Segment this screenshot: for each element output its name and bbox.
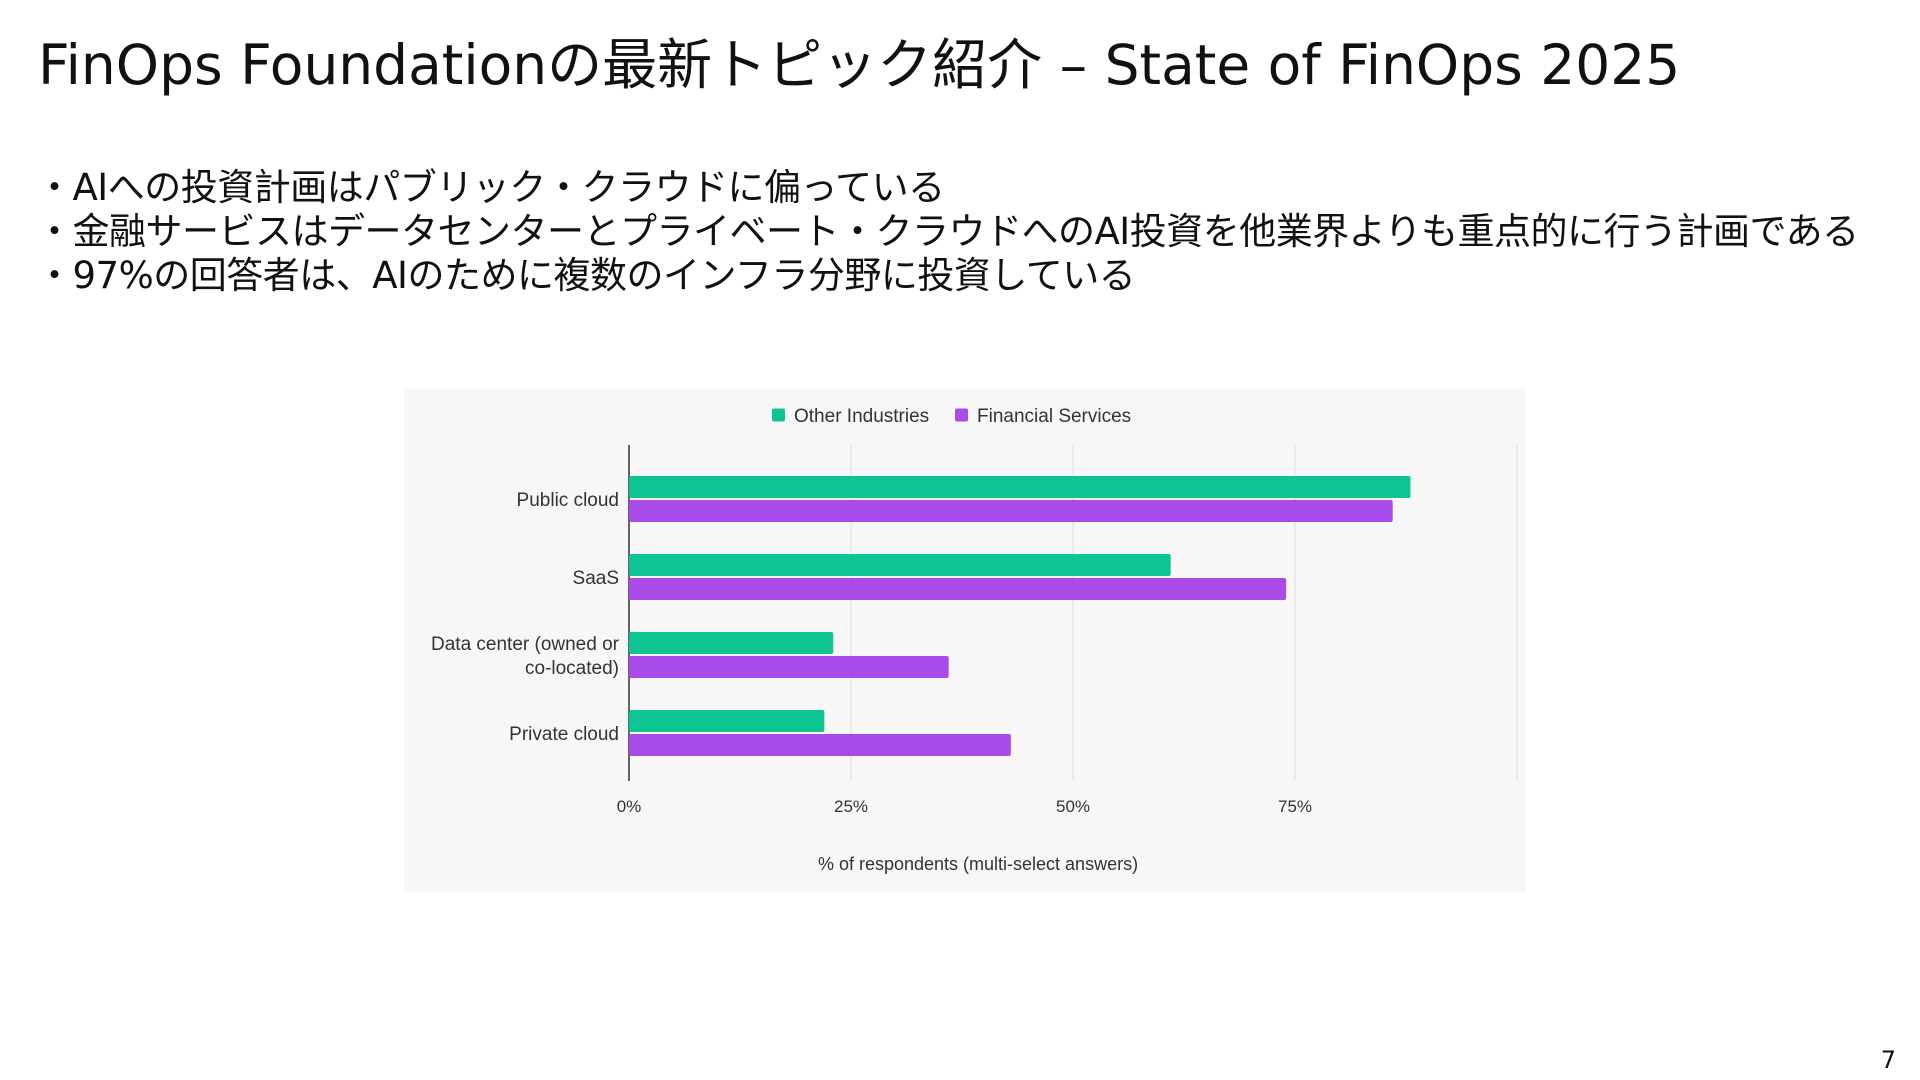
- bar: [629, 500, 1393, 522]
- x-axis-title: % of respondents (multi-select answers): [818, 854, 1138, 874]
- legend-label: Financial Services: [977, 406, 1131, 427]
- bullet-item: ・金融サービスはデータセンターとプライベート・クラウドへのAI投資を他業界よりも…: [36, 210, 1859, 253]
- category-label: Public cloud: [517, 490, 619, 511]
- category-label: SaaS: [573, 568, 619, 589]
- bar: [629, 710, 825, 732]
- x-tick-label: 50%: [1056, 797, 1090, 816]
- category-label: Private cloud: [509, 724, 619, 745]
- bar: [629, 578, 1287, 600]
- page-number: 7: [1880, 1046, 1896, 1074]
- legend-label: Other Industries: [794, 406, 929, 427]
- bar: [629, 656, 949, 678]
- slide-title: FinOps Foundationの最新トピック紹介 – State of Fi…: [38, 33, 1681, 97]
- category-label: co-located): [525, 658, 619, 679]
- bar-chart: 0% 25% 50% 75% Public cloud SaaS Data center (…: [431, 406, 1518, 874]
- legend-swatch: [955, 408, 968, 422]
- bullet-list: ・AIへの投資計画はパブリック・クラウドに偏っている ・金融サービスはデータセン…: [36, 166, 1859, 298]
- category-label: Data center (owned or: [431, 634, 620, 655]
- legend-swatch: [772, 408, 785, 422]
- bar: [629, 476, 1411, 498]
- bar: [629, 632, 834, 654]
- bar: [629, 554, 1171, 576]
- x-tick-label: 0%: [617, 797, 642, 816]
- bullet-item: ・97%の回答者は、AIのために複数のインフラ分野に投資している: [36, 254, 1136, 297]
- x-tick-label: 75%: [1278, 797, 1312, 816]
- bullet-item: ・AIへの投資計画はパブリック・クラウドに偏っている: [36, 166, 945, 209]
- chart-panel: 0% 25% 50% 75% Public cloud SaaS Data center (…: [404, 389, 1526, 892]
- bar: [629, 734, 1011, 756]
- x-tick-label: 25%: [834, 797, 868, 816]
